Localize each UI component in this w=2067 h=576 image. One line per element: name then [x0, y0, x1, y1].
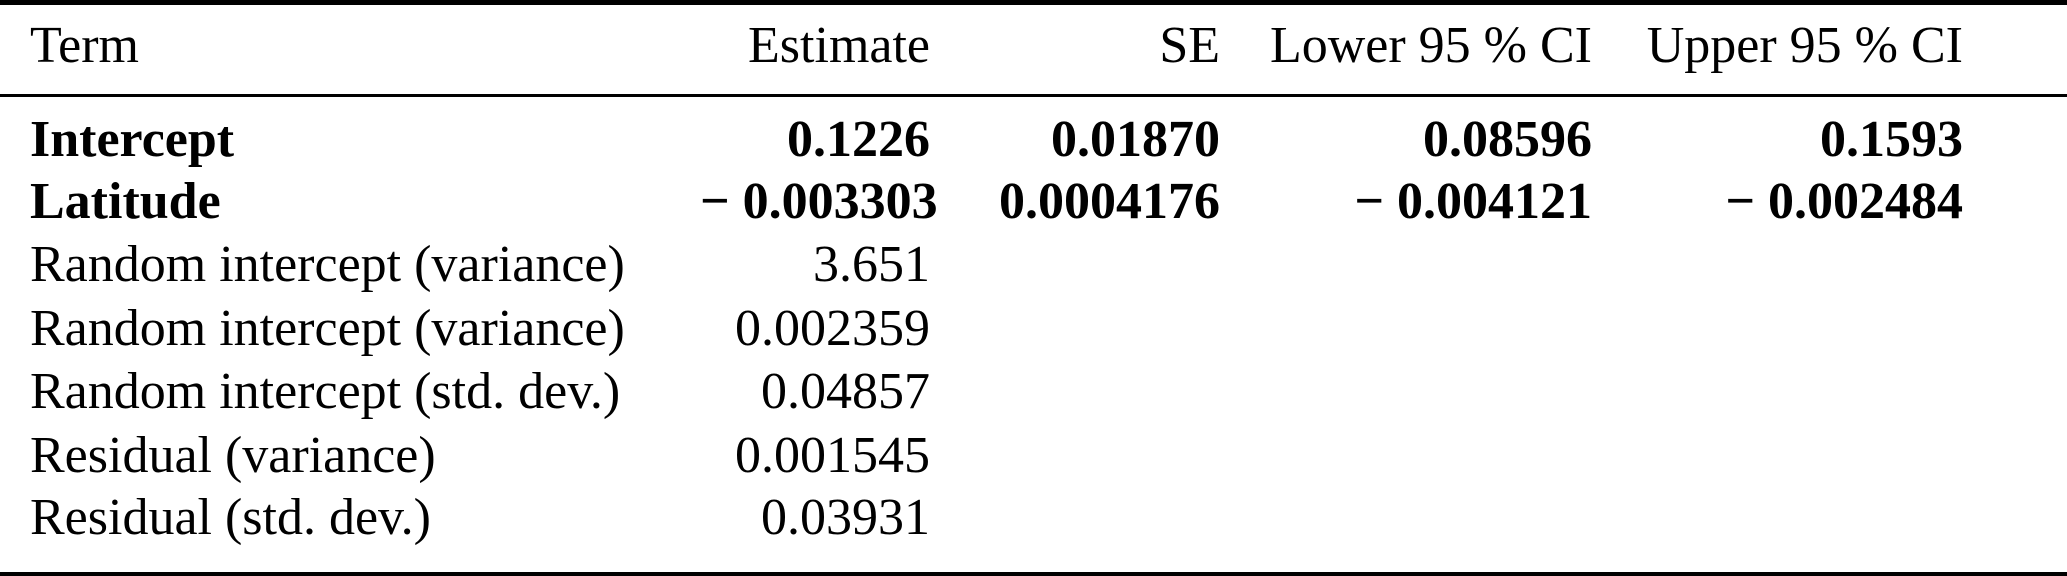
- se-cell: [930, 487, 1220, 574]
- term-cell: Random intercept (variance): [30, 299, 625, 357]
- col-header-se: SE: [1159, 17, 1220, 74]
- table-row: Residual (variance) 0.001545: [0, 424, 2067, 487]
- col-header-lower-ci: Lower 95 % CI: [1269, 17, 1592, 74]
- table-row: Residual (std. dev.) 0.03931: [0, 487, 2067, 574]
- upper-ci-cell: [1592, 297, 2067, 360]
- lower-ci-cell: [1220, 424, 1592, 487]
- header-row: Term Estimate SE Lower 95 % CI Upper 95 …: [0, 3, 2067, 96]
- estimate-cell: 0.001545: [735, 426, 930, 484]
- term-cell: Latitude: [30, 172, 221, 230]
- upper-ci-cell: 0.1593: [1820, 110, 1963, 168]
- term-cell: Residual (variance): [30, 426, 436, 484]
- se-cell: [930, 233, 1220, 296]
- se-cell: 0.01870: [1051, 110, 1220, 168]
- table-row: Intercept 0.1226 0.01870 0.08596 0.1593: [0, 96, 2067, 170]
- lower-ci-cell: [1220, 487, 1592, 574]
- se-cell: [930, 360, 1220, 423]
- upper-ci-cell: [1592, 487, 2067, 574]
- term-cell: Residual (std. dev.): [30, 488, 431, 546]
- estimate-cell: 0.03931: [761, 488, 930, 546]
- table-body: Intercept 0.1226 0.01870 0.08596 0.1593 Latit…: [0, 96, 2067, 575]
- term-cell: Random intercept (variance): [30, 236, 625, 294]
- se-cell: 0.0004176: [999, 172, 1220, 230]
- lower-ci-cell: − 0.004121: [1354, 172, 1592, 230]
- lower-ci-cell: [1220, 233, 1592, 296]
- col-header-term: Term: [30, 17, 139, 74]
- lower-ci-cell: 0.08596: [1423, 110, 1592, 168]
- se-cell: [930, 424, 1220, 487]
- table-row: Latitude − 0.003303 0.0004176 − 0.004121 − 0…: [0, 170, 2067, 233]
- table-header: Term Estimate SE Lower 95 % CI Upper 95 …: [0, 3, 2067, 96]
- upper-ci-cell: [1592, 424, 2067, 487]
- upper-ci-cell: [1592, 233, 2067, 296]
- estimate-cell: 3.651: [813, 236, 930, 294]
- table-row: Random intercept (std. dev.) 0.04857: [0, 360, 2067, 423]
- term-cell: Intercept: [30, 110, 235, 168]
- estimate-cell: − 0.003303: [700, 172, 938, 230]
- estimate-cell: 0.04857: [761, 363, 930, 421]
- upper-ci-cell: − 0.002484: [1725, 172, 1963, 230]
- se-cell: [930, 297, 1220, 360]
- lower-ci-cell: [1220, 360, 1592, 423]
- estimate-cell: 0.1226: [787, 110, 930, 168]
- table-row: Random intercept (variance) 0.002359: [0, 297, 2067, 360]
- term-cell: Random intercept (std. dev.): [30, 363, 621, 421]
- col-header-estimate: Estimate: [748, 17, 930, 74]
- lower-ci-cell: [1220, 297, 1592, 360]
- estimate-cell: 0.002359: [735, 299, 930, 357]
- upper-ci-cell: [1592, 360, 2067, 423]
- col-header-upper-ci: Upper 95 % CI: [1646, 17, 1963, 74]
- table-row: Random intercept (variance) 3.651: [0, 233, 2067, 296]
